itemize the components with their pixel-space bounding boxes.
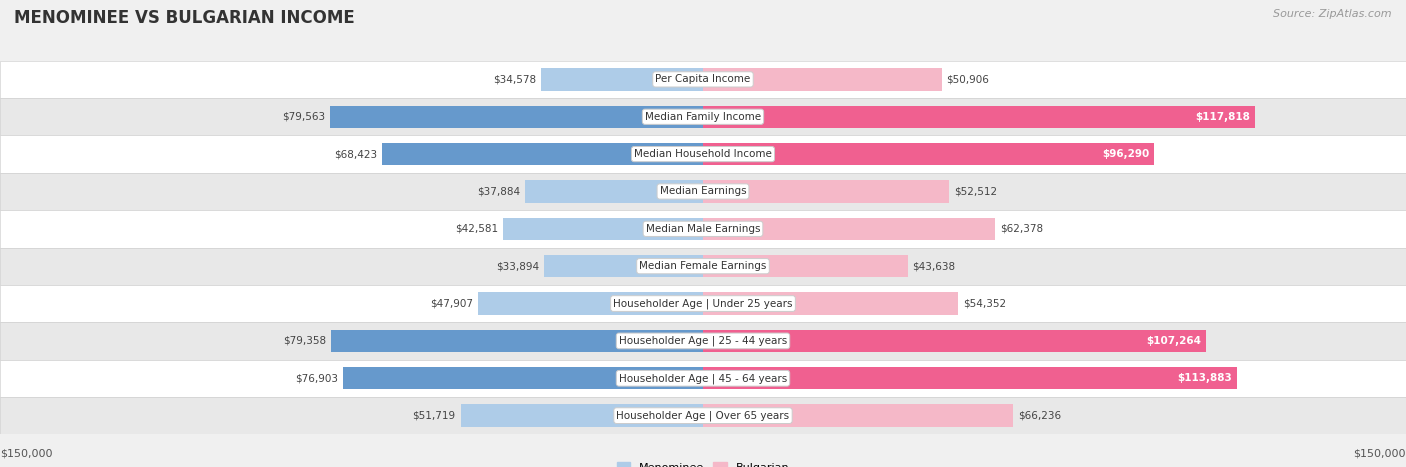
Text: Median Household Income: Median Household Income xyxy=(634,149,772,159)
Text: MENOMINEE VS BULGARIAN INCOME: MENOMINEE VS BULGARIAN INCOME xyxy=(14,9,354,28)
Text: $150,000: $150,000 xyxy=(1354,448,1406,458)
FancyBboxPatch shape xyxy=(0,248,1406,285)
Text: Householder Age | Under 25 years: Householder Age | Under 25 years xyxy=(613,298,793,309)
Text: Median Family Income: Median Family Income xyxy=(645,112,761,122)
Bar xyxy=(703,255,907,277)
Bar xyxy=(503,218,703,240)
Text: $47,907: $47,907 xyxy=(430,298,474,309)
Bar xyxy=(703,218,995,240)
Text: Householder Age | 45 - 64 years: Householder Age | 45 - 64 years xyxy=(619,373,787,383)
Text: $37,884: $37,884 xyxy=(478,186,520,197)
Text: Source: ZipAtlas.com: Source: ZipAtlas.com xyxy=(1274,9,1392,19)
Text: $34,578: $34,578 xyxy=(494,74,536,85)
Text: Householder Age | 25 - 44 years: Householder Age | 25 - 44 years xyxy=(619,336,787,346)
FancyBboxPatch shape xyxy=(0,285,1406,322)
Bar xyxy=(382,143,703,165)
Text: $76,903: $76,903 xyxy=(295,373,337,383)
Bar xyxy=(703,367,1237,389)
Legend: Menominee, Bulgarian: Menominee, Bulgarian xyxy=(613,458,793,467)
Bar xyxy=(703,180,949,203)
FancyBboxPatch shape xyxy=(0,61,1406,98)
Bar xyxy=(526,180,703,203)
FancyBboxPatch shape xyxy=(0,98,1406,135)
FancyBboxPatch shape xyxy=(0,397,1406,434)
Text: $68,423: $68,423 xyxy=(335,149,377,159)
Text: $150,000: $150,000 xyxy=(0,448,52,458)
FancyBboxPatch shape xyxy=(0,173,1406,210)
Bar xyxy=(703,330,1206,352)
Text: Per Capita Income: Per Capita Income xyxy=(655,74,751,85)
Text: $107,264: $107,264 xyxy=(1146,336,1201,346)
Text: $113,883: $113,883 xyxy=(1177,373,1232,383)
Text: $33,894: $33,894 xyxy=(496,261,540,271)
Text: Median Earnings: Median Earnings xyxy=(659,186,747,197)
Bar xyxy=(544,255,703,277)
Bar xyxy=(461,404,703,427)
Bar xyxy=(343,367,703,389)
FancyBboxPatch shape xyxy=(0,322,1406,360)
Bar xyxy=(703,106,1256,128)
FancyBboxPatch shape xyxy=(0,135,1406,173)
Bar xyxy=(330,106,703,128)
Bar xyxy=(703,143,1154,165)
Text: $42,581: $42,581 xyxy=(456,224,499,234)
Text: $62,378: $62,378 xyxy=(1000,224,1043,234)
Text: $43,638: $43,638 xyxy=(912,261,956,271)
Text: $96,290: $96,290 xyxy=(1102,149,1149,159)
Bar xyxy=(703,68,942,91)
Text: $51,719: $51,719 xyxy=(412,410,456,421)
Bar xyxy=(541,68,703,91)
Text: Householder Age | Over 65 years: Householder Age | Over 65 years xyxy=(616,410,790,421)
Bar xyxy=(703,292,957,315)
Text: $52,512: $52,512 xyxy=(955,186,997,197)
Text: $79,358: $79,358 xyxy=(283,336,326,346)
Bar xyxy=(478,292,703,315)
Text: $50,906: $50,906 xyxy=(946,74,990,85)
Text: Median Female Earnings: Median Female Earnings xyxy=(640,261,766,271)
Bar xyxy=(330,330,703,352)
FancyBboxPatch shape xyxy=(0,360,1406,397)
Text: $117,818: $117,818 xyxy=(1195,112,1250,122)
Bar xyxy=(703,404,1014,427)
Text: $54,352: $54,352 xyxy=(963,298,1005,309)
Text: $79,563: $79,563 xyxy=(283,112,325,122)
Text: $66,236: $66,236 xyxy=(1018,410,1062,421)
Text: Median Male Earnings: Median Male Earnings xyxy=(645,224,761,234)
FancyBboxPatch shape xyxy=(0,210,1406,248)
